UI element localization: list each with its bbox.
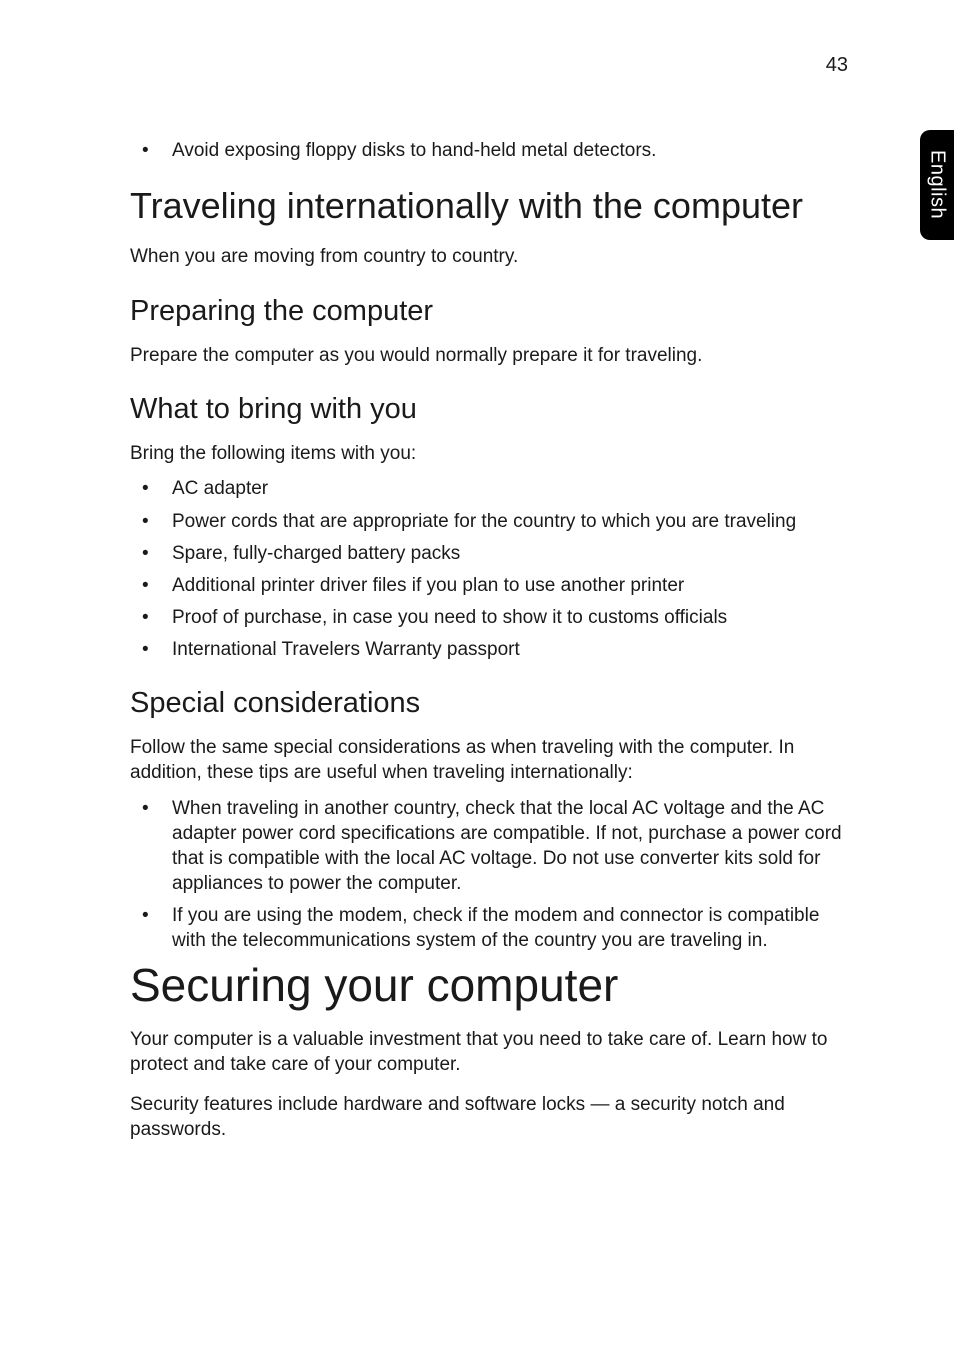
page-content: Avoid exposing floppy disks to hand-held… xyxy=(130,138,854,1142)
what-to-bring-list: AC adapter Power cords that are appropri… xyxy=(130,476,854,661)
list-item: Avoid exposing floppy disks to hand-held… xyxy=(130,138,854,163)
subheading-what-to-bring: What to bring with you xyxy=(130,392,854,427)
page: 43 English Avoid exposing floppy disks t… xyxy=(0,0,954,1232)
list-item: When traveling in another country, check… xyxy=(130,796,854,896)
section-heading-traveling: Traveling internationally with the compu… xyxy=(130,185,854,226)
subheading-special-considerations: Special considerations xyxy=(130,686,854,721)
body-text: Your computer is a valuable investment t… xyxy=(130,1027,854,1078)
body-text: Follow the same special considerations a… xyxy=(130,735,854,786)
chapter-heading-securing: Securing your computer xyxy=(130,960,854,1011)
language-tab-label: English xyxy=(926,150,949,219)
body-text: When you are moving from country to coun… xyxy=(130,244,854,269)
body-text: Bring the following items with you: xyxy=(130,441,854,466)
list-item: Additional printer driver files if you p… xyxy=(130,573,854,598)
list-item: AC adapter xyxy=(130,476,854,501)
list-item: International Travelers Warranty passpor… xyxy=(130,637,854,662)
subheading-preparing: Preparing the computer xyxy=(130,294,854,329)
language-tab: English xyxy=(920,130,954,240)
list-item: If you are using the modem, check if the… xyxy=(130,903,854,953)
lead-bullet-list: Avoid exposing floppy disks to hand-held… xyxy=(130,138,854,163)
body-text: Prepare the computer as you would normal… xyxy=(130,343,854,368)
body-text: Security features include hardware and s… xyxy=(130,1092,854,1143)
page-number: 43 xyxy=(826,54,848,77)
list-item: Spare, fully-charged battery packs xyxy=(130,541,854,566)
special-considerations-list: When traveling in another country, check… xyxy=(130,796,854,953)
list-item: Power cords that are appropriate for the… xyxy=(130,509,854,534)
list-item: Proof of purchase, in case you need to s… xyxy=(130,605,854,630)
